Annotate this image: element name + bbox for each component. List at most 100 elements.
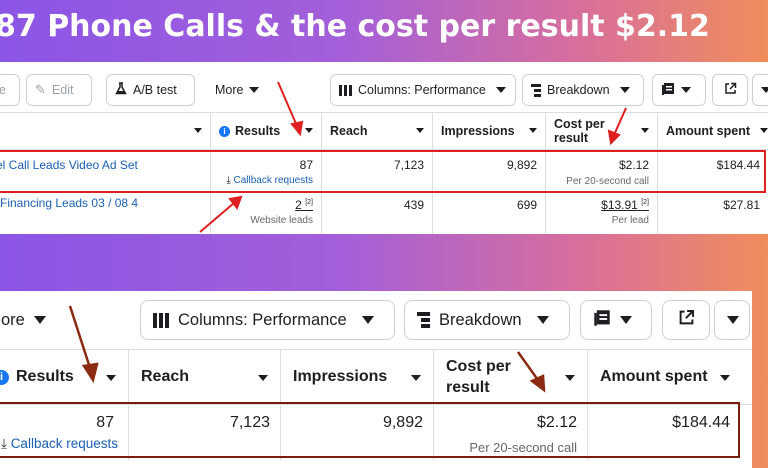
more-dropdown[interactable]: More xyxy=(206,74,276,106)
header-spent-label: Amount spent xyxy=(600,368,708,385)
results-value: 87 xyxy=(299,158,313,172)
header-impressions-label: Impressions xyxy=(441,124,515,138)
reach-value: 7,123 xyxy=(393,158,424,172)
columns-icon xyxy=(339,84,352,96)
header-impressions[interactable]: Impressions xyxy=(432,113,545,149)
results-value: 87 xyxy=(96,414,114,431)
chevron-down-icon xyxy=(194,128,202,133)
columns-label: Columns: Performance xyxy=(178,310,347,329)
chevron-down-icon xyxy=(565,375,575,381)
export-button[interactable] xyxy=(712,74,748,106)
arrow-to-results-header xyxy=(68,305,92,369)
reach-value: 439 xyxy=(403,198,424,212)
header-reach[interactable]: Reach xyxy=(321,113,432,149)
chevron-down-icon xyxy=(361,316,374,324)
header-spent-label: Amount spent xyxy=(666,124,751,138)
ad-set-name-cell: Financing Leads 03 / 08 4 xyxy=(0,192,210,234)
arrow-to-results-row xyxy=(199,202,235,233)
spent-value: $184.44 xyxy=(672,414,730,431)
table-row[interactable]: Financing Leads 03 / 08 4 2 [2] Website … xyxy=(0,192,768,234)
header-cost-per-result[interactable]: Cost per result xyxy=(545,113,657,149)
spent-cell: $184.44 xyxy=(657,150,768,192)
arrow-to-results-header xyxy=(277,81,298,127)
reports-dropdown[interactable] xyxy=(652,74,706,106)
table-row[interactable]: el Call Leads Video Ad Set 87 ⤓ Callback… xyxy=(0,150,768,192)
more-label: ore xyxy=(1,310,25,329)
info-icon: i xyxy=(219,125,230,137)
results-sub-label: Callback requests xyxy=(233,175,313,186)
chevron-down-icon xyxy=(536,316,549,324)
table-row[interactable]: 87 ⤓ Callback requests 7,123 9,892 $2.12… xyxy=(0,405,752,460)
ad-set-name-link[interactable]: Financing Leads 03 / 08 4 xyxy=(0,196,139,210)
more-options-dropdown[interactable] xyxy=(752,74,768,106)
chevron-down-icon xyxy=(416,128,424,133)
header-cost-label-line1: Cost per xyxy=(446,358,511,375)
chevron-down-icon xyxy=(249,87,260,93)
header-cost-per-result[interactable]: Cost per result xyxy=(433,350,587,404)
flask-icon xyxy=(115,82,127,98)
results-sub-link[interactable]: ⤓ Callback requests xyxy=(226,175,313,186)
cost-cell: $13.91 [2] Per lead xyxy=(545,192,657,234)
reach-value: 7,123 xyxy=(229,414,270,431)
header-reach[interactable]: Reach xyxy=(128,350,280,404)
header-results[interactable]: i Results xyxy=(0,350,128,404)
breakdown-dropdown[interactable]: Breakdown xyxy=(404,300,570,340)
annotation-arrows-top xyxy=(199,81,627,233)
chevron-down-icon xyxy=(495,87,506,93)
arrow-head xyxy=(81,362,99,384)
cost-number: $13.91 xyxy=(601,198,638,212)
highlight-box xyxy=(0,402,740,458)
breakdown-label: Breakdown xyxy=(547,83,610,97)
ads-manager-top-panel: e ✎ Edit A/B test More Columns: Performa… xyxy=(0,62,768,234)
more-options-dropdown[interactable] xyxy=(714,300,750,340)
breakdown-label: Breakdown xyxy=(439,310,522,329)
results-cell: 2 [2] Website leads xyxy=(210,192,321,234)
chevron-down-icon xyxy=(529,128,537,133)
results-sub-label: Callback requests xyxy=(10,436,118,451)
chevron-down-icon xyxy=(411,375,421,381)
columns-dropdown[interactable]: Columns: Performance xyxy=(330,74,516,106)
cost-sub-label: Per 20-second call xyxy=(469,440,577,455)
reach-cell: 439 xyxy=(321,192,432,234)
cost-sub-label: Per lead xyxy=(611,215,649,226)
header-results-label: Results xyxy=(16,368,74,385)
export-icon xyxy=(678,309,695,331)
header-results[interactable]: i Results xyxy=(210,113,321,149)
chevron-down-icon xyxy=(305,128,313,133)
more-dropdown[interactable]: ore xyxy=(0,300,66,340)
impressions-cell: 9,892 xyxy=(432,150,545,192)
cost-sub-label: Per 20-second call xyxy=(566,176,649,187)
cost-value: $2.12 xyxy=(618,158,649,172)
reports-icon xyxy=(661,82,675,99)
chevron-down-icon xyxy=(641,128,649,133)
reach-cell: 7,123 xyxy=(321,150,432,192)
edit-button[interactable]: ✎ Edit xyxy=(26,74,92,106)
cost-footnote: [2] xyxy=(641,199,649,206)
duplicate-button[interactable]: e xyxy=(0,74,20,106)
results-cell: 87 ⤓ Callback requests xyxy=(210,150,321,192)
results-sub-link[interactable]: ⤓ Callback requests xyxy=(1,436,118,452)
reports-dropdown[interactable] xyxy=(580,300,652,340)
download-icon: ⤓ xyxy=(226,175,231,186)
breakdown-dropdown[interactable]: Breakdown xyxy=(522,74,644,106)
breakdown-icon xyxy=(531,83,541,97)
cost-cell: $2.12 Per 20-second call xyxy=(545,150,657,192)
cost-value[interactable]: $13.91 [2] xyxy=(601,198,649,212)
header-amount-spent[interactable]: Amount spent xyxy=(587,350,752,404)
chevron-down-icon xyxy=(681,87,691,93)
results-value[interactable]: 2 [2] xyxy=(295,198,313,212)
header-name-column[interactable] xyxy=(0,113,210,149)
ab-test-button[interactable]: A/B test xyxy=(106,74,195,106)
spent-cell: $184.44 xyxy=(587,405,752,460)
header-reach-label: Reach xyxy=(141,368,190,385)
arrow-to-cost-header xyxy=(516,351,540,381)
header-impressions[interactable]: Impressions xyxy=(280,350,433,404)
impressions-value: 699 xyxy=(516,198,537,212)
ad-set-name-link[interactable]: el Call Leads Video Ad Set xyxy=(0,158,138,172)
ads-manager-zoom-panel: ore Columns: Performance Breakdown i Res… xyxy=(0,291,752,468)
export-button[interactable] xyxy=(662,300,710,340)
columns-dropdown[interactable]: Columns: Performance xyxy=(140,300,395,340)
columns-label: Columns: Performance xyxy=(358,83,486,97)
impressions-value: 9,892 xyxy=(506,158,537,172)
header-amount-spent[interactable]: Amount spent xyxy=(657,113,768,149)
